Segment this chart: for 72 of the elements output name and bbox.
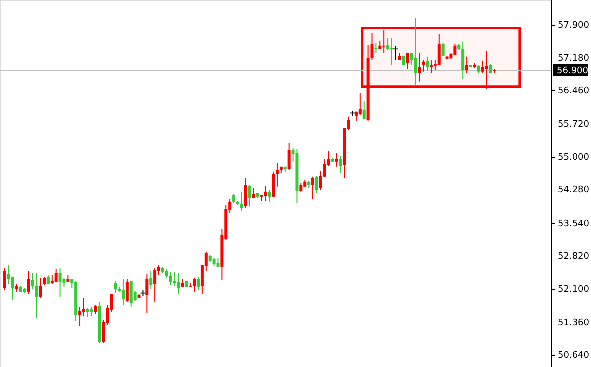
candlestick <box>438 34 441 66</box>
candlestick <box>11 276 14 301</box>
candlestick <box>315 175 318 194</box>
y-tick-label: 52.820 <box>558 252 590 262</box>
candlestick <box>35 272 38 319</box>
y-tick-label: 56.460 <box>558 86 590 96</box>
candlestick <box>418 52 422 82</box>
candlestick <box>177 272 180 295</box>
candlestick <box>358 92 362 116</box>
candlestick <box>264 186 268 202</box>
y-tick-label: 52.100 <box>558 284 590 295</box>
candlestick <box>390 38 394 66</box>
candlestick <box>82 298 86 317</box>
candlestick <box>248 184 252 208</box>
candlestick <box>272 171 276 198</box>
candlestick <box>130 280 133 308</box>
candlestick <box>244 178 248 209</box>
candlestick <box>169 271 172 286</box>
candlestick <box>146 274 149 314</box>
candlestick <box>339 155 342 174</box>
y-tick-label: 55.720 <box>558 120 590 130</box>
candlestick <box>78 306 82 327</box>
candlestick <box>27 270 30 295</box>
candlestick <box>126 278 129 302</box>
ref-line-label: 56.900 <box>557 66 589 76</box>
candlestick <box>374 42 378 54</box>
y-tick-label: 53.540 <box>558 219 590 230</box>
candlestick <box>165 268 168 279</box>
candlestick <box>276 162 279 188</box>
candlestick <box>232 194 236 204</box>
y-tick-label: 57.900 <box>558 21 590 32</box>
candlestick <box>114 280 118 294</box>
candlestick <box>426 56 430 72</box>
candlestick <box>94 304 98 315</box>
candlestick <box>466 56 469 74</box>
candlestick <box>312 176 315 200</box>
candlestick <box>193 278 196 292</box>
candlestick <box>150 270 153 290</box>
candlestick <box>31 272 34 290</box>
candlestick <box>481 60 484 74</box>
y-tick-label: 50.640 <box>558 351 590 362</box>
candlestick <box>430 60 433 74</box>
candlestick <box>288 142 291 171</box>
candlestick <box>485 50 488 90</box>
candlestick <box>382 30 386 54</box>
candlestick <box>122 278 125 306</box>
candlestick <box>335 152 338 168</box>
candlestick <box>362 100 366 120</box>
candlestick <box>7 264 10 285</box>
candlestick <box>252 188 256 199</box>
candlestick <box>86 308 90 318</box>
candlestick <box>422 60 426 72</box>
candlestick <box>173 271 176 287</box>
candlestick <box>54 268 58 282</box>
candlestick <box>39 278 42 299</box>
candlestick <box>442 42 445 56</box>
candlestick <box>90 306 94 317</box>
candlestick <box>386 38 390 51</box>
candlestick <box>50 274 54 285</box>
candlestick <box>240 191 244 212</box>
y-tick-label: 57.180 <box>558 54 590 64</box>
y-tick-label: 51.360 <box>558 318 590 328</box>
candlestick <box>154 268 157 302</box>
candlestick <box>58 268 62 298</box>
candlestick <box>268 190 272 202</box>
candlestick <box>196 276 200 291</box>
candlestick <box>414 18 418 86</box>
y-tick-label: 54.280 <box>558 186 590 196</box>
candlestick <box>4 268 6 291</box>
y-tick-label: 55.000 <box>558 152 590 163</box>
candlestick <box>406 52 410 70</box>
candlestick <box>462 41 465 80</box>
